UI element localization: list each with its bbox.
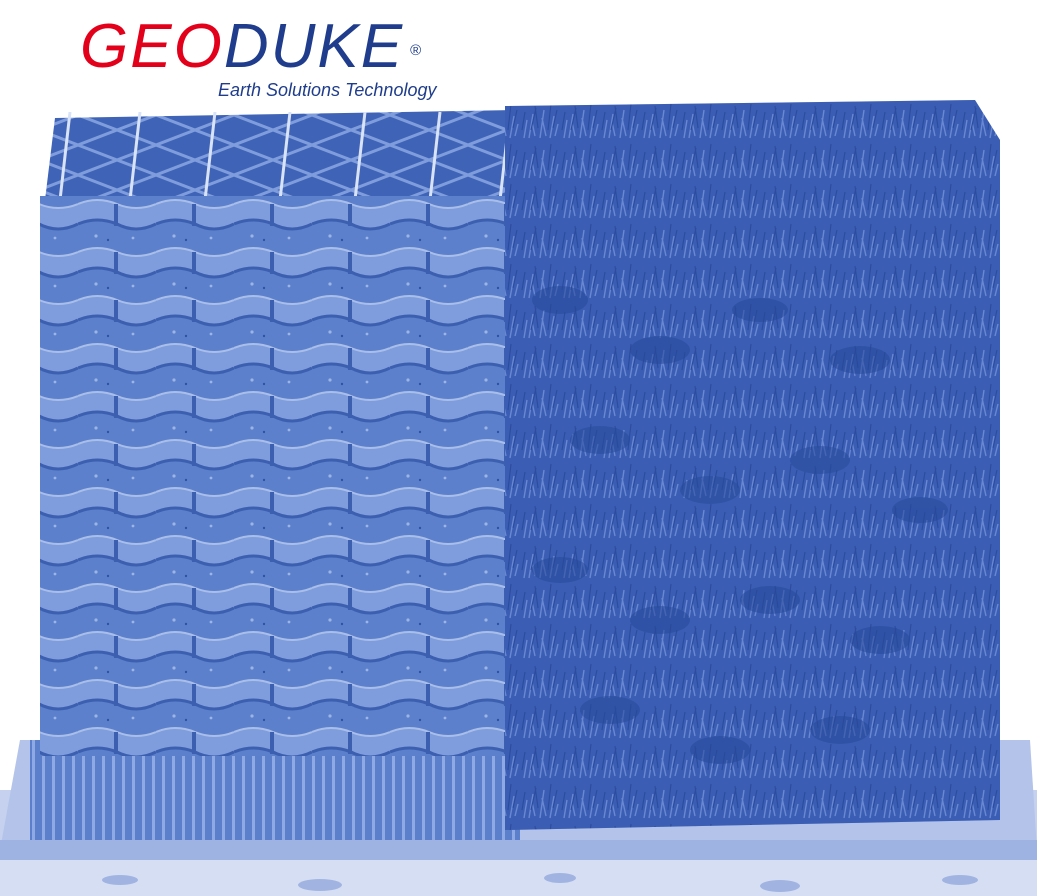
tagline: Earth Solutions Technology bbox=[218, 80, 437, 100]
geocell-wall-illustration bbox=[0, 100, 1037, 896]
registered-mark: ® bbox=[410, 41, 424, 59]
geoduke-logo: GEODUKE ® Earth Solutions Technology bbox=[80, 14, 460, 104]
brand-geo: GEO bbox=[80, 12, 224, 81]
brand-wordmark: GEODUKE ® bbox=[80, 14, 423, 84]
brand-duke: DUKE bbox=[223, 12, 405, 81]
